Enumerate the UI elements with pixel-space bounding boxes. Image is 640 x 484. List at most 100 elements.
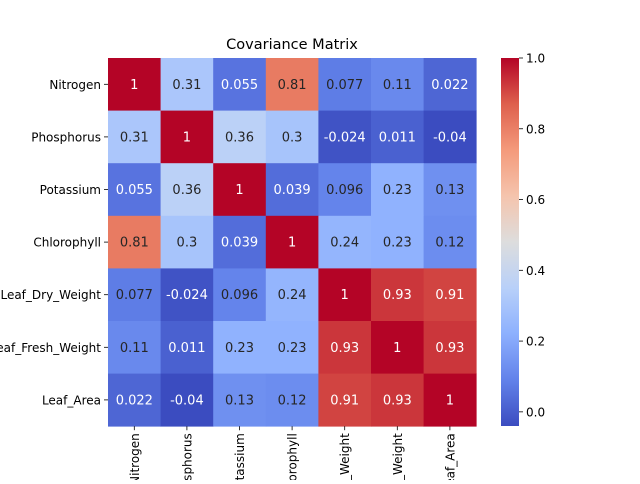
heatmap-cell-6-6	[423, 373, 477, 427]
heatmap-cell-0-2	[213, 58, 267, 111]
chart-title: Covariance Matrix	[226, 37, 358, 53]
cell-label-6-0: 0.022	[116, 393, 153, 408]
cell-label-4-2: 0.096	[221, 288, 258, 303]
cell-label-1-1: 1	[183, 130, 191, 145]
heatmap-cell-6-5	[371, 373, 424, 427]
cell-label-5-3: 0.23	[278, 341, 307, 356]
heatmap-cell-4-5	[371, 268, 424, 322]
col-label-0: Nitrogen	[128, 433, 142, 480]
heatmap-cell-1-5	[371, 110, 424, 164]
colorbar-tick-label-1: 0.2	[526, 335, 545, 349]
heatmap-cell-0-0	[108, 58, 161, 111]
heatmap-cell-4-4	[318, 268, 372, 322]
cell-label-4-3: 0.24	[278, 288, 307, 303]
heatmap-cell-4-2	[213, 268, 267, 322]
heatmap-cell-6-4	[318, 373, 372, 427]
cell-label-0-4: 0.077	[326, 78, 363, 93]
col-label-5: Leaf_Fresh_Weight	[391, 433, 405, 480]
heatmap-cell-4-3	[265, 268, 319, 322]
colorbar-tick-label-3: 0.6	[526, 193, 545, 207]
cell-label-5-6: 0.93	[435, 341, 464, 356]
row-label-5: Leaf_Fresh_Weight	[0, 341, 101, 355]
cell-label-5-4: 0.93	[330, 341, 359, 356]
heatmap-cell-3-0	[108, 215, 161, 269]
heatmap-cell-4-0	[108, 268, 161, 322]
cell-label-2-0: 0.055	[116, 183, 153, 198]
cell-label-1-3: 0.3	[282, 130, 303, 145]
heatmap-cell-2-2	[213, 163, 267, 217]
heatmap-cell-3-4	[318, 215, 372, 269]
cell-label-6-4: 0.91	[330, 393, 359, 408]
cell-label-3-3: 1	[288, 236, 296, 251]
heatmap-cell-3-5	[371, 215, 424, 269]
cell-label-0-3: 0.81	[278, 78, 307, 93]
col-axis: Nitrogen Phosphorus Potassium Chlorophyll Le…	[128, 426, 457, 480]
heatmap-cell-3-3	[265, 215, 319, 269]
heatmap-cell-1-0	[108, 110, 161, 164]
cell-label-5-1: 0.011	[168, 341, 205, 356]
cell-label-1-0: 0.31	[120, 130, 149, 145]
heatmap-cell-5-0	[108, 321, 161, 374]
cell-label-6-6: 1	[446, 393, 454, 408]
heatmap-cell-5-3	[265, 321, 319, 374]
col-label-6: Leaf_Area	[443, 433, 457, 480]
row-label-0: Nitrogen	[49, 78, 101, 92]
heatmap-cell-5-6	[423, 321, 477, 374]
cell-label-6-1: -0.04	[170, 393, 204, 408]
cell-label-2-5: 0.23	[383, 183, 412, 198]
heatmap-cell-2-5	[371, 163, 424, 217]
cell-label-6-5: 0.93	[383, 393, 412, 408]
heatmap-cell-0-3	[265, 58, 319, 111]
heatmap-cell-0-6	[423, 58, 477, 111]
colorbar: 0.0 0.2 0.4 0.6 0.8 1.0	[501, 52, 545, 426]
heatmap-cell-6-1	[160, 373, 214, 427]
heatmap-cell-1-4	[318, 110, 372, 164]
heatmap-cell-2-6	[423, 163, 477, 217]
col-label-1: Phosphorus	[180, 433, 194, 480]
colorbar-tick-label-0: 0.0	[526, 405, 545, 419]
cell-label-1-4: -0.024	[324, 130, 366, 145]
cell-label-0-1: 0.31	[172, 78, 201, 93]
cell-label-3-1: 0.3	[177, 236, 198, 251]
heatmap-cell-5-1	[160, 321, 214, 374]
cell-label-3-6: 0.12	[435, 236, 464, 251]
cell-label-6-3: 0.12	[278, 393, 307, 408]
cell-label-2-4: 0.096	[326, 183, 363, 198]
heatmap-cell-2-3	[265, 163, 319, 217]
heatmap-cell-6-0	[108, 373, 161, 427]
cell-label-2-6: 0.13	[435, 183, 464, 198]
col-label-3: Chlorophyll	[286, 433, 300, 480]
heatmap-cell-1-2	[213, 110, 267, 164]
cell-label-2-2: 1	[235, 183, 243, 198]
cell-label-1-5: 0.011	[379, 130, 416, 145]
cell-label-4-5: 0.93	[383, 288, 412, 303]
row-label-2: Potassium	[40, 183, 101, 197]
row-label-6: Leaf_Area	[42, 393, 101, 407]
heatmap-cell-0-4	[318, 58, 372, 111]
heatmap-cell-1-1	[160, 110, 214, 164]
heatmap-cell-6-2	[213, 373, 267, 427]
colorbar-tick-label-2: 0.4	[526, 264, 545, 278]
cell-label-3-2: 0.039	[221, 236, 258, 251]
cell-label-5-5: 1	[393, 341, 401, 356]
cell-label-3-4: 0.24	[330, 236, 359, 251]
cell-label-4-6: 0.91	[435, 288, 464, 303]
colorbar-tick-label-4: 0.8	[526, 122, 545, 136]
cell-label-4-0: 0.077	[116, 288, 153, 303]
row-axis: Nitrogen Phosphorus Potassium Chlorophyll Le…	[0, 78, 108, 407]
heatmap-cell-3-6	[423, 215, 477, 269]
cell-label-2-3: 0.039	[273, 183, 310, 198]
heatmap-cell-1-6	[423, 110, 477, 164]
heatmap-cell-1-3	[265, 110, 319, 164]
row-label-4: Leaf_Dry_Weight	[0, 288, 101, 302]
colorbar-tick-label-5: 1.0	[526, 52, 545, 66]
cell-label-1-2: 0.36	[225, 130, 254, 145]
heatmap-cell-0-1	[160, 58, 214, 111]
heatmap-cell-5-5	[371, 321, 424, 374]
cell-label-3-0: 0.81	[120, 236, 149, 251]
heatmap-cell-4-6	[423, 268, 477, 322]
row-label-3: Chlorophyll	[33, 236, 101, 250]
